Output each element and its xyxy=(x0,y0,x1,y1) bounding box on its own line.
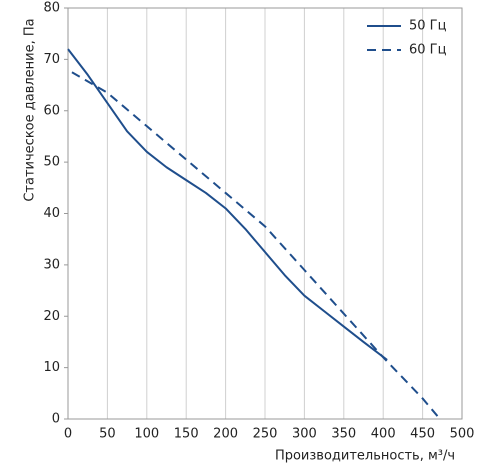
y-tick-label: 0 xyxy=(52,412,60,427)
line-series xyxy=(67,48,388,361)
x-tick-label: 150 xyxy=(174,427,199,442)
y-tick-label: 10 xyxy=(43,360,60,375)
x-tick-label: 50 xyxy=(99,427,116,442)
y-tick-label: 70 xyxy=(43,52,60,67)
x-tick-label: 100 xyxy=(134,427,159,442)
x-axis-label: Производительность, м³/ч xyxy=(275,449,455,464)
y-axis-label: Статическое давление, Па xyxy=(23,18,38,201)
line-series xyxy=(71,71,441,420)
x-tick-label: 350 xyxy=(331,427,356,442)
y-tick-label: 60 xyxy=(43,103,60,118)
y-tick-label: 30 xyxy=(43,257,60,272)
y-tick-label: 20 xyxy=(43,309,60,324)
plot-frame xyxy=(67,7,463,420)
legend-label: 50 Гц xyxy=(409,19,447,34)
x-tick-label: 300 xyxy=(292,427,317,442)
x-tick-label: 250 xyxy=(253,427,278,442)
y-tick-label: 80 xyxy=(43,1,60,16)
x-tick-label: 0 xyxy=(64,427,72,442)
x-tick-label: 400 xyxy=(371,427,396,442)
y-tick-label: 40 xyxy=(43,206,60,221)
legend-label: 60 Гц xyxy=(409,43,447,58)
x-tick-label: 200 xyxy=(213,427,238,442)
x-tick-label: 500 xyxy=(450,427,475,442)
x-tick-label: 450 xyxy=(410,427,435,442)
y-tick-label: 50 xyxy=(43,155,60,170)
